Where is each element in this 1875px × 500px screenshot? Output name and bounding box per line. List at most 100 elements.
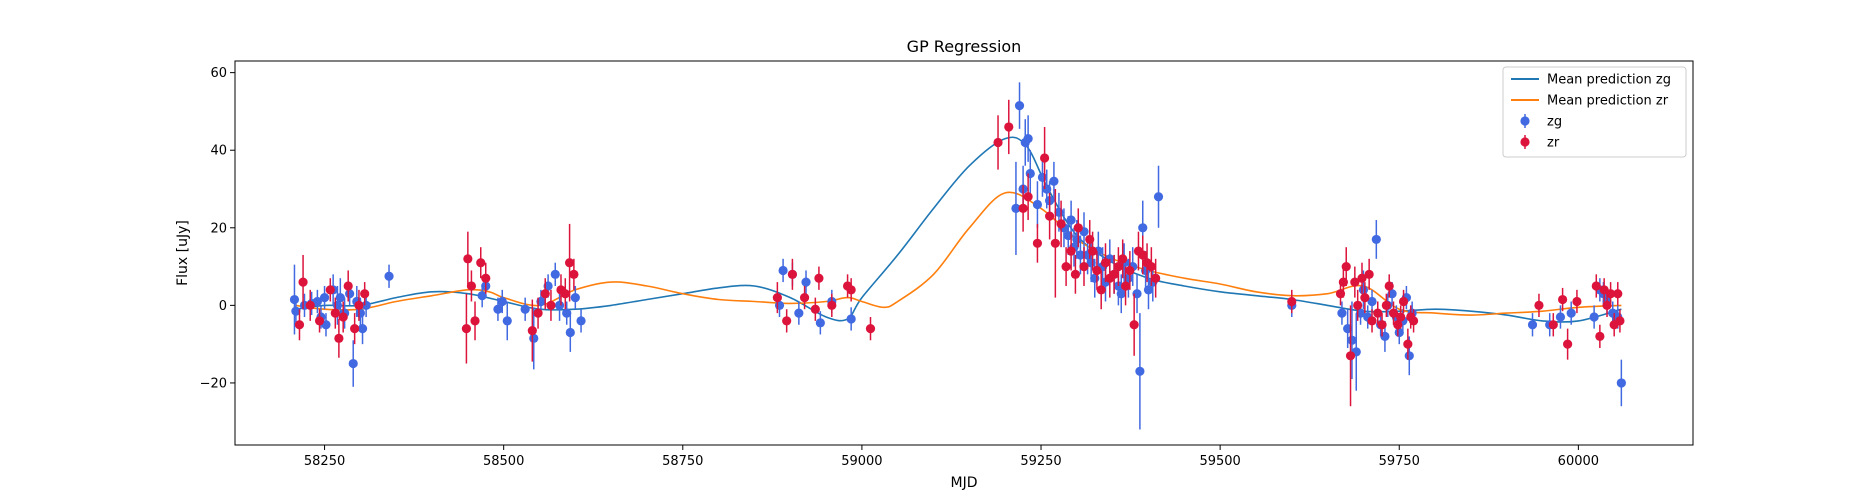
marker	[1045, 211, 1055, 221]
marker	[1566, 308, 1576, 318]
marker	[1548, 320, 1558, 330]
marker	[343, 281, 353, 291]
marker	[360, 289, 370, 299]
data-point-zr	[1572, 289, 1582, 314]
marker	[772, 293, 782, 303]
marker	[1118, 254, 1128, 264]
marker	[1373, 308, 1383, 318]
marker	[1347, 335, 1357, 345]
marker	[1615, 316, 1625, 326]
marker	[325, 285, 335, 295]
data-point-zg	[1371, 220, 1381, 259]
data-point-zr	[527, 299, 537, 362]
data-point-zg	[1032, 181, 1043, 228]
data-point-zr	[1061, 247, 1071, 286]
data-point-zr	[1373, 301, 1383, 325]
legend-marker	[1520, 137, 1530, 147]
marker	[540, 289, 550, 299]
marker	[993, 137, 1003, 148]
data-point-zg	[1347, 301, 1357, 380]
data-point-zr	[1045, 192, 1055, 240]
data-point-zg	[565, 313, 575, 352]
legend-label-zg: zg	[1547, 115, 1562, 130]
data-point-zr	[1088, 231, 1098, 271]
legend-label-zr: zr	[1547, 136, 1560, 151]
marker	[1572, 296, 1582, 307]
marker	[570, 293, 580, 303]
marker	[1563, 339, 1573, 349]
data-point-zr	[1388, 301, 1399, 325]
marker	[810, 304, 820, 314]
data-point-zr	[1408, 309, 1419, 333]
data-point-zr	[814, 266, 824, 290]
marker	[330, 308, 340, 318]
data-point-zr	[1563, 328, 1573, 360]
data-point-zg	[1049, 161, 1059, 201]
legend-label-mean-zg: Mean prediction zg	[1547, 73, 1671, 88]
data-point-zr	[1341, 247, 1351, 286]
marker	[1555, 312, 1566, 322]
data-point-zg	[550, 262, 560, 286]
marker	[1341, 261, 1351, 272]
data-point-zr	[1004, 99, 1014, 155]
marker	[298, 277, 308, 287]
marker	[1086, 258, 1096, 268]
marker	[1358, 285, 1369, 295]
marker	[1613, 289, 1623, 299]
marker	[520, 304, 530, 314]
data-point-zr	[865, 317, 876, 341]
marker	[1049, 176, 1059, 186]
marker	[481, 273, 491, 283]
data-point-zr	[481, 262, 491, 294]
y-tick-label: 0	[219, 299, 227, 314]
data-point-zr	[1360, 282, 1370, 314]
marker	[1153, 192, 1164, 202]
legend-box	[1502, 66, 1687, 158]
marker	[1616, 378, 1626, 388]
data-point-zr	[1056, 200, 1066, 248]
marker	[1088, 246, 1098, 256]
y-tick-label: 60	[210, 66, 227, 81]
data-point-zr	[1120, 266, 1131, 306]
x-tick-label: 58250	[304, 454, 345, 469]
y-tick-label: −20	[200, 376, 227, 391]
data-point-zg	[497, 289, 507, 314]
marker	[335, 293, 345, 303]
data-point-zr	[338, 301, 348, 333]
data-point-zg	[794, 301, 804, 325]
marker	[1004, 122, 1014, 132]
data-point-zr	[1606, 282, 1616, 306]
y-tick-label: 40	[210, 144, 227, 159]
marker	[291, 306, 301, 316]
marker	[815, 318, 825, 328]
data-point-zr	[1377, 313, 1387, 337]
data-point-zr	[1129, 293, 1139, 356]
marker	[476, 258, 486, 268]
data-point-zr	[298, 254, 308, 310]
marker	[1070, 269, 1081, 279]
marker	[502, 316, 512, 326]
x-tick-label: 59500	[1199, 454, 1240, 469]
data-point-zr	[993, 115, 1003, 170]
data-point-zr	[546, 289, 556, 321]
data-point-zg	[312, 289, 322, 314]
y-axis-label: Flux [uJy]	[175, 220, 191, 286]
data-point-zr	[463, 231, 473, 286]
marker	[1135, 366, 1145, 376]
marker	[1377, 320, 1387, 330]
marker	[1066, 215, 1076, 225]
data-point-zr	[564, 223, 575, 302]
marker	[778, 265, 788, 276]
data-point-zr	[1350, 266, 1360, 298]
marker	[1398, 296, 1409, 307]
data-point-zr	[305, 289, 315, 321]
data-point-zg	[1143, 270, 1154, 310]
marker	[1037, 172, 1048, 182]
marker	[1014, 101, 1025, 111]
data-point-zg	[357, 313, 368, 345]
marker	[470, 316, 480, 326]
data-point-zr	[1023, 173, 1033, 221]
marker	[466, 281, 477, 291]
data-point-zr	[1345, 305, 1356, 407]
marker	[461, 324, 472, 334]
